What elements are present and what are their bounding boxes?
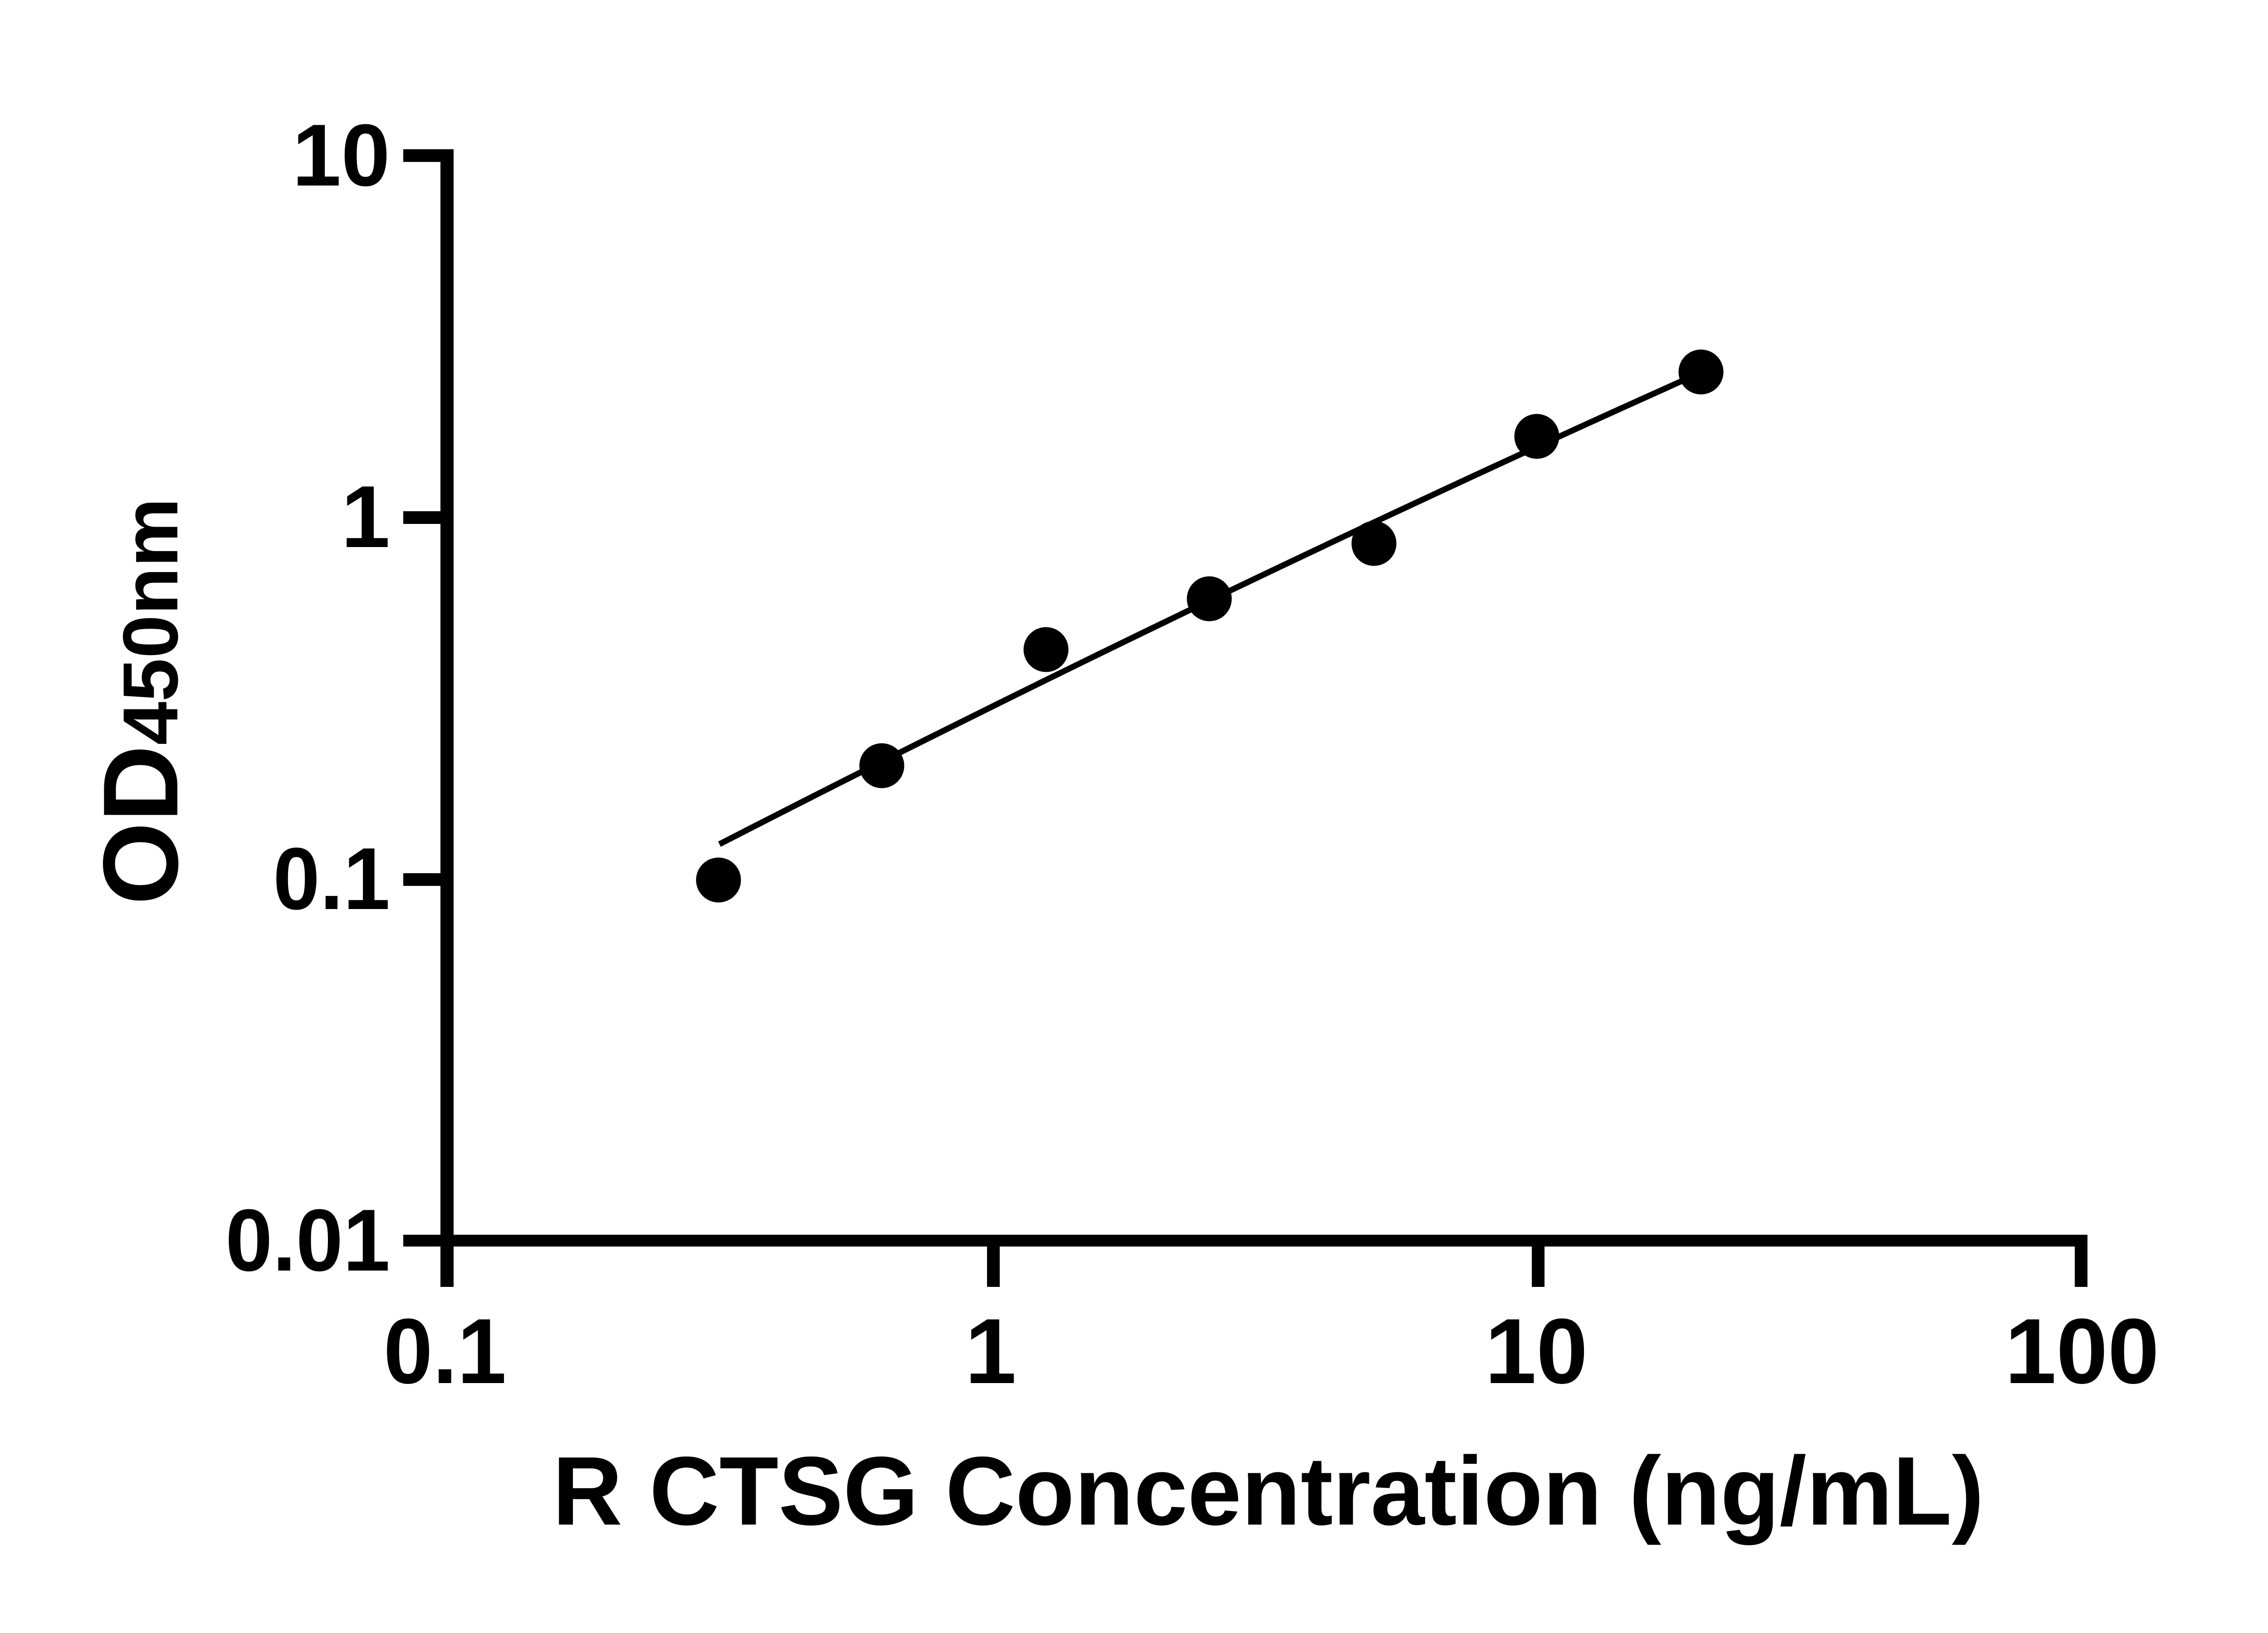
svg-text:100: 100 <box>2005 1300 2159 1403</box>
svg-text:10: 10 <box>1485 1300 1588 1403</box>
svg-text:0.1: 0.1 <box>273 830 390 928</box>
svg-text:1: 1 <box>965 1300 1016 1403</box>
svg-text:OD450nm: OD450nm <box>81 498 200 905</box>
svg-text:0.1: 0.1 <box>384 1300 507 1403</box>
svg-text:1: 1 <box>341 468 390 566</box>
svg-text:10: 10 <box>292 106 390 205</box>
svg-text:R CTSG Concentration (ng/mL): R CTSG Concentration (ng/mL) <box>552 1436 1984 1545</box>
svg-text:0.01: 0.01 <box>225 1191 390 1290</box>
